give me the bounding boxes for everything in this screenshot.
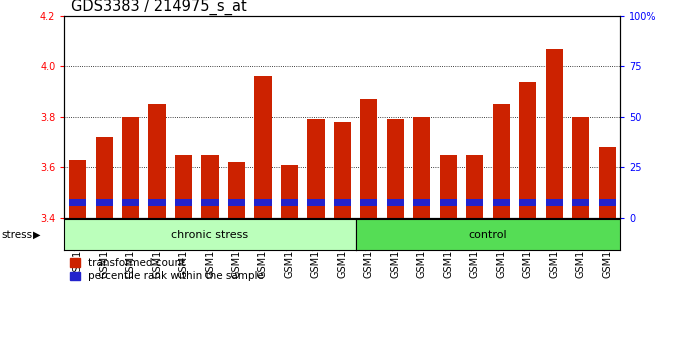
Bar (519, 199, 536, 206)
Bar (201, 199, 218, 206)
Bar (386, 199, 404, 206)
Bar (307, 119, 325, 218)
Bar (572, 199, 589, 206)
Bar (69, 199, 86, 206)
Bar (334, 122, 351, 218)
Bar (228, 199, 245, 206)
Bar (96, 137, 113, 218)
Bar (175, 199, 192, 206)
Bar (148, 104, 165, 218)
Bar (201, 155, 218, 218)
Bar (307, 199, 325, 206)
Bar (360, 99, 378, 218)
Bar (122, 199, 139, 206)
Bar (122, 117, 139, 218)
Bar (466, 199, 483, 206)
Bar (546, 199, 563, 206)
Bar (599, 147, 616, 218)
Bar (228, 162, 245, 218)
Bar (439, 199, 457, 206)
Bar (493, 104, 510, 218)
Bar (572, 117, 589, 218)
Text: GDS3383 / 214975_s_at: GDS3383 / 214975_s_at (71, 0, 247, 15)
Bar (175, 155, 192, 218)
Bar (413, 199, 431, 206)
Bar (599, 199, 616, 206)
Bar (493, 199, 510, 206)
Bar (96, 199, 113, 206)
Bar (69, 160, 86, 218)
Bar (519, 81, 536, 218)
Bar (334, 199, 351, 206)
Bar (254, 76, 272, 218)
Bar (360, 199, 378, 206)
Bar (254, 199, 272, 206)
Bar (546, 49, 563, 218)
Text: control: control (468, 229, 507, 240)
Bar (148, 199, 165, 206)
Bar (281, 199, 298, 206)
Text: stress: stress (1, 229, 33, 240)
Text: chronic stress: chronic stress (172, 229, 249, 240)
Bar (413, 117, 431, 218)
Legend: transformed count, percentile rank within the sample: transformed count, percentile rank withi… (70, 258, 264, 281)
Text: ▶: ▶ (33, 229, 40, 240)
Bar (386, 119, 404, 218)
Bar (281, 165, 298, 218)
Bar (466, 155, 483, 218)
Bar (439, 155, 457, 218)
